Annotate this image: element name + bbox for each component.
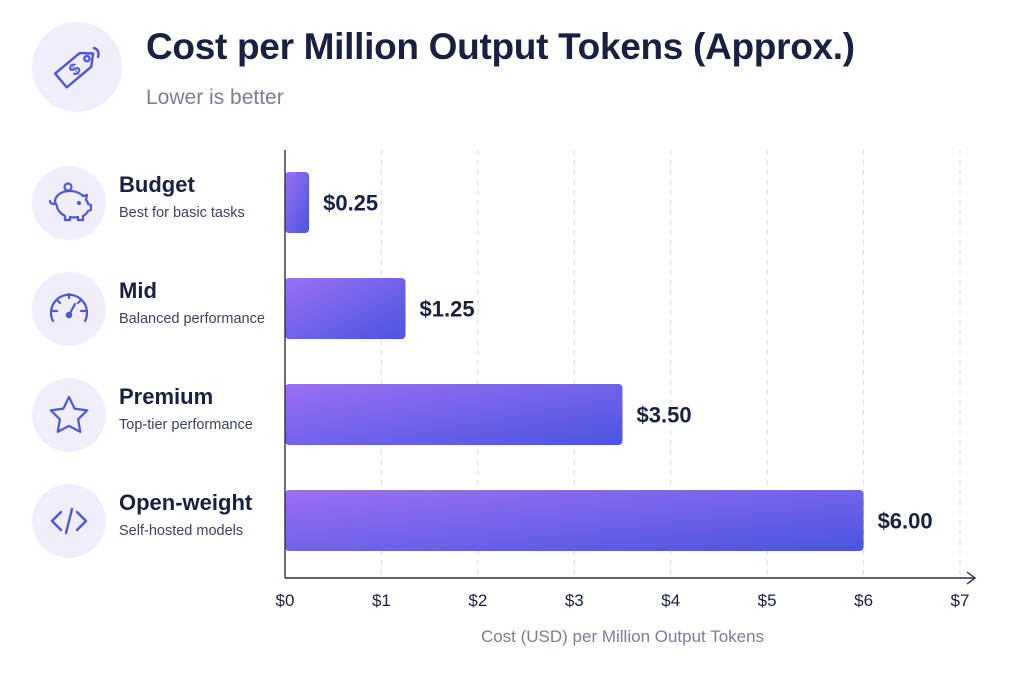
bar-open-weight [285, 490, 864, 551]
category-description: Balanced performance [119, 311, 265, 327]
category-icon-circle [32, 272, 106, 346]
x-axis-title: Cost (USD) per Million Output Tokens [481, 627, 764, 646]
category-description: Self-hosted models [119, 523, 244, 539]
bar-premium [285, 384, 623, 445]
category-description: Top-tier performance [119, 417, 253, 433]
x-axis-arrow [966, 571, 977, 585]
category-open-weight: Open-weight Self-hosted models [32, 484, 282, 564]
x-tick-label: $1 [372, 591, 391, 610]
category-name: Mid [119, 278, 157, 303]
bar-mid [285, 278, 406, 339]
chart-subtitle: Lower is better [146, 86, 284, 109]
data-label: $3.50 [637, 403, 692, 428]
category-mid: Mid Balanced performance [32, 272, 282, 352]
data-label: $0.25 [323, 191, 378, 216]
header-icon-circle: $ [32, 22, 122, 112]
speedometer-icon [49, 292, 89, 323]
x-tick-label: $0 [276, 591, 295, 610]
x-tick-label: $3 [565, 591, 584, 610]
star-icon [49, 395, 89, 433]
category-premium: Premium Top-tier performance [32, 378, 282, 458]
data-label: $6.00 [878, 509, 933, 534]
category-icon-circle [32, 484, 106, 558]
category-budget: Budget Best for basic tasks [32, 166, 282, 246]
category-name: Open-weight [119, 490, 253, 515]
piggy-bank-icon [48, 182, 92, 222]
category-name: Premium [119, 384, 214, 409]
x-tick-label: $4 [661, 591, 680, 610]
x-tick-label: $2 [468, 591, 487, 610]
category-icon-circle [32, 166, 106, 240]
chart-title: Cost per Million Output Tokens (Approx.) [146, 26, 855, 67]
data-label: $1.25 [420, 297, 475, 322]
category-name: Budget [119, 172, 195, 197]
code-icon [50, 507, 88, 535]
x-tick-label: $7 [951, 591, 970, 610]
x-tick-label: $6 [854, 591, 873, 610]
x-tick-label: $5 [758, 591, 777, 610]
category-icon-circle [32, 378, 106, 452]
category-description: Best for basic tasks [119, 205, 245, 221]
price-tag-icon: $ [53, 46, 100, 89]
bar-budget [285, 172, 310, 233]
